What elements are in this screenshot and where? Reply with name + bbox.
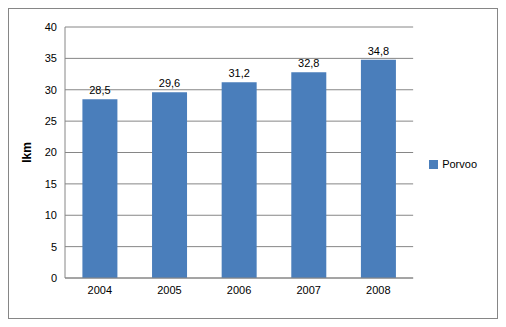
svg-text:10: 10: [45, 209, 57, 221]
svg-text:0: 0: [51, 272, 57, 284]
svg-text:2005: 2005: [157, 284, 181, 296]
svg-text:28,5: 28,5: [89, 84, 110, 96]
svg-text:31,2: 31,2: [228, 67, 249, 79]
svg-text:2007: 2007: [296, 284, 320, 296]
html-text:Porvoo: Porvoo: [442, 157, 477, 170]
svg-text:lkm: lkm: [20, 142, 34, 163]
svg-text:5: 5: [51, 241, 57, 253]
svg-text:2008: 2008: [366, 284, 390, 296]
svg-text:30: 30: [45, 84, 57, 96]
svg-text:32,8: 32,8: [298, 57, 319, 69]
svg-text:29,6: 29,6: [159, 77, 180, 89]
svg-text:34,8: 34,8: [368, 45, 389, 57]
svg-text:35: 35: [45, 52, 57, 64]
svg-text:40: 40: [45, 21, 57, 33]
svg-text:2006: 2006: [227, 284, 251, 296]
svg-text:2004: 2004: [88, 284, 112, 296]
svg-text:20: 20: [45, 146, 57, 158]
svg-text:25: 25: [45, 115, 57, 127]
svg-text:15: 15: [45, 178, 57, 190]
